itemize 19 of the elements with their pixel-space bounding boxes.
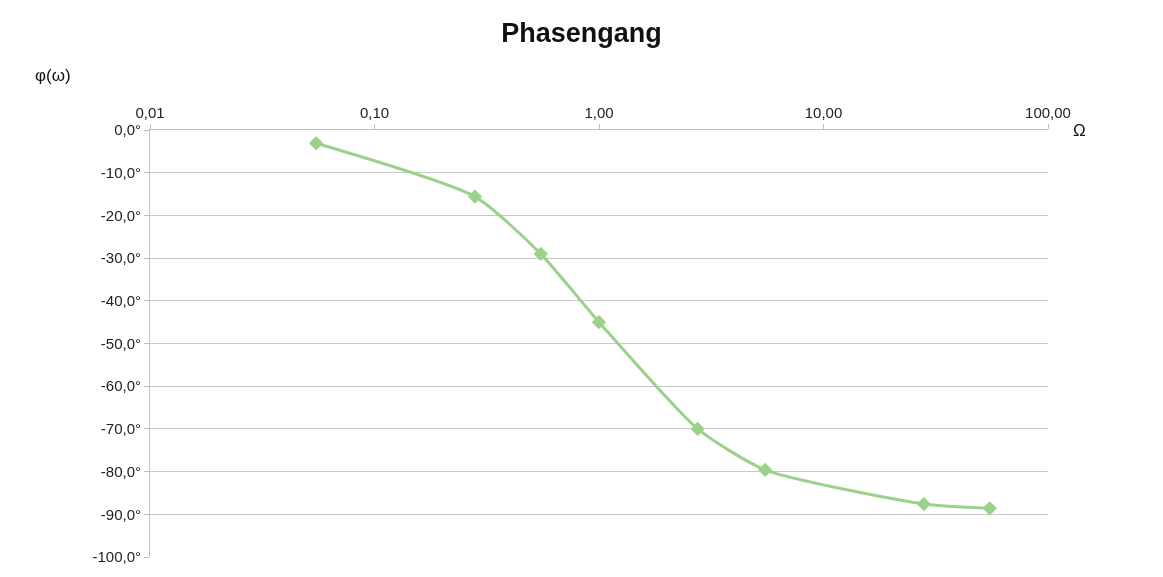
- y-tick-label: -20,0°: [100, 206, 141, 224]
- y-axis-title: φ(ω): [35, 66, 71, 85]
- y-tick-label: -90,0°: [100, 505, 141, 523]
- x-tick-label: 0,01: [135, 104, 165, 121]
- y-tick-label: -100,0°: [92, 548, 141, 566]
- x-axis-title: Ω: [1073, 121, 1086, 140]
- y-tick-label: -60,0°: [100, 377, 141, 395]
- y-tick-label: -50,0°: [100, 334, 141, 352]
- x-tick-label: 100,00: [1025, 104, 1071, 121]
- chart-title: Phasengang: [501, 17, 662, 48]
- y-tick-label: -70,0°: [100, 420, 141, 438]
- y-tick-label: 0,0°: [114, 121, 141, 139]
- x-tick-label: 1,00: [584, 104, 614, 121]
- y-tick-label: -80,0°: [100, 462, 141, 480]
- y-tick-label: -40,0°: [100, 292, 141, 310]
- x-tick-label: 0,10: [359, 104, 390, 121]
- x-tick-label: 10,00: [804, 104, 843, 121]
- y-tick-label: -10,0°: [100, 163, 141, 181]
- y-tick-label: -30,0°: [100, 249, 141, 267]
